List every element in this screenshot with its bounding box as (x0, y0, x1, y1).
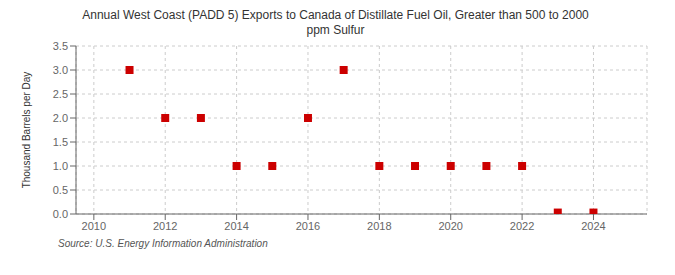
svg-text:2016: 2016 (296, 220, 320, 232)
html-text:Annual West Coast (PADD 5) Exp: Annual West Coast (PADD 5) Exports to Ca… (82, 8, 589, 22)
svg-text:1.5: 1.5 (53, 136, 68, 148)
svg-text:0.0: 0.0 (53, 208, 68, 220)
html-text:Source: U.S. Energy Informatio: Source: U.S. Energy Information Administ… (58, 238, 268, 249)
svg-text:3.5: 3.5 (53, 40, 68, 52)
svg-text:1.0: 1.0 (53, 160, 68, 172)
svg-text:3.0: 3.0 (53, 64, 68, 76)
svg-text:2.0: 2.0 (53, 112, 68, 124)
svg-text:2014: 2014 (224, 220, 248, 232)
html-text:ppm Sulfur: ppm Sulfur (306, 23, 365, 37)
svg-text:2022: 2022 (510, 220, 534, 232)
svg-text:0.5: 0.5 (53, 184, 68, 196)
svg-text:2012: 2012 (153, 220, 177, 232)
svg-text:2024: 2024 (581, 220, 605, 232)
svg-text:2010: 2010 (82, 220, 106, 232)
svg-text:2.5: 2.5 (53, 88, 68, 100)
svg-text:2020: 2020 (438, 220, 462, 232)
svg-text:Thousand Barrels per Day: Thousand Barrels per Day (21, 72, 32, 189)
svg-text:2018: 2018 (367, 220, 391, 232)
